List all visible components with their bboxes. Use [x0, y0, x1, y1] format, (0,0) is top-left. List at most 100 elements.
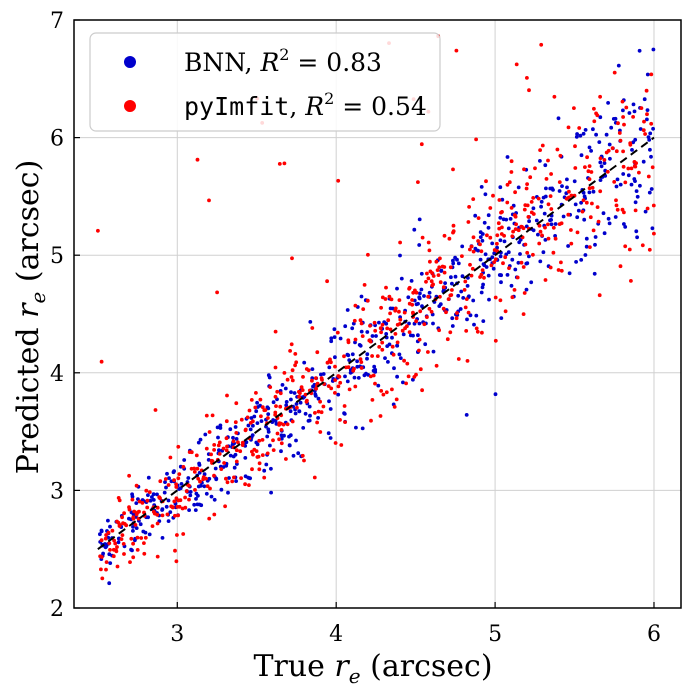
data-point [234, 459, 239, 464]
data-point [384, 332, 389, 336]
data-point [560, 184, 564, 189]
data-point [425, 271, 429, 276]
data-point [451, 230, 455, 235]
data-point [441, 306, 446, 311]
data-point [98, 532, 102, 537]
data-point [589, 170, 594, 174]
data-point [549, 172, 553, 176]
data-point [195, 502, 200, 507]
data-point [99, 538, 104, 543]
data-point [419, 271, 424, 276]
data-point [586, 169, 591, 174]
data-point [215, 290, 220, 295]
data-point [371, 373, 376, 378]
data-point [262, 475, 267, 480]
data-point [319, 410, 324, 415]
data-point [243, 482, 248, 487]
data-point [480, 285, 485, 290]
data-point [377, 345, 382, 349]
data-point [593, 235, 598, 239]
data-point [217, 440, 222, 445]
data-point [427, 306, 432, 311]
data-point [479, 185, 484, 189]
data-point [417, 337, 422, 342]
data-point [283, 386, 288, 391]
data-point [175, 533, 179, 537]
data-point [621, 149, 625, 154]
data-point [196, 476, 201, 481]
data-point [134, 526, 139, 530]
data-point [493, 295, 498, 300]
data-point [540, 233, 544, 238]
data-point [103, 545, 108, 550]
data-point [409, 279, 414, 283]
data-point [184, 489, 189, 494]
data-point [484, 265, 489, 269]
data-point [474, 313, 479, 318]
data-point [172, 499, 177, 504]
data-point [193, 488, 197, 492]
data-point [643, 132, 647, 136]
data-point [342, 412, 347, 416]
data-point [338, 418, 342, 422]
data-point [462, 288, 467, 292]
data-point [344, 365, 348, 370]
data-point [316, 396, 321, 401]
data-point [176, 513, 181, 518]
data-point [615, 177, 620, 182]
data-point [218, 423, 223, 428]
data-point [601, 211, 606, 216]
data-point [313, 411, 317, 415]
data-point [581, 190, 586, 195]
data-point [493, 257, 498, 262]
data-point [179, 482, 184, 486]
data-point [246, 423, 251, 428]
data-point [271, 438, 275, 443]
data-point [527, 219, 531, 224]
data-point [122, 511, 126, 516]
data-point [310, 326, 315, 330]
data-point [497, 226, 502, 231]
data-point [228, 453, 233, 458]
data-point [418, 309, 423, 314]
data-point [359, 366, 364, 370]
data-point [612, 70, 617, 75]
data-point [448, 265, 453, 270]
identity-reference-line [97, 136, 655, 551]
data-point [618, 264, 623, 269]
x-tick-label: 3 [170, 622, 184, 647]
data-point [226, 490, 230, 495]
data-point [450, 288, 454, 292]
data-point [273, 413, 278, 417]
data-point [382, 320, 387, 324]
data-point [250, 449, 254, 454]
data-point [197, 461, 202, 466]
data-point [469, 273, 474, 278]
data-point [212, 497, 217, 502]
data-point [165, 512, 170, 517]
data-point [609, 125, 614, 130]
data-point [412, 375, 417, 379]
data-point [350, 326, 355, 331]
data-point [638, 127, 643, 131]
data-point [326, 431, 331, 436]
data-point [459, 289, 464, 294]
data-point [418, 367, 423, 372]
data-point [365, 356, 369, 361]
data-point [633, 208, 638, 213]
data-point [486, 225, 491, 230]
data-point [510, 234, 515, 239]
data-point [181, 532, 186, 536]
data-point [257, 438, 262, 443]
data-point [194, 453, 199, 458]
data-point [622, 122, 626, 127]
data-point [384, 285, 388, 290]
data-point [295, 405, 299, 410]
data-point [277, 437, 281, 442]
data-point [406, 295, 411, 300]
data-point [101, 551, 105, 556]
data-point [266, 373, 271, 378]
data-point [245, 415, 250, 420]
data-point [450, 316, 455, 321]
data-point [107, 552, 112, 557]
